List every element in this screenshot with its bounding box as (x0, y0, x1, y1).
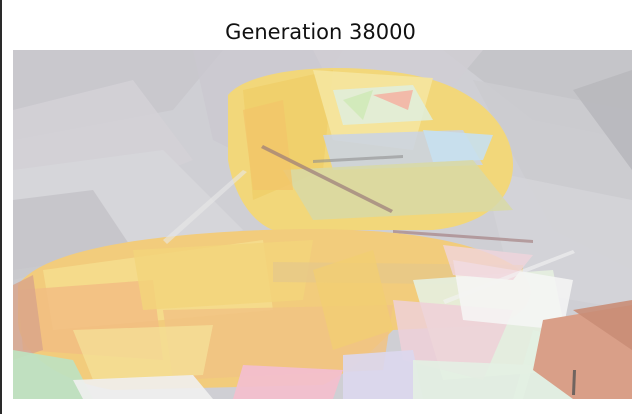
pink-shard (443, 245, 533, 280)
orange-shard (243, 100, 293, 190)
mint-shard (413, 360, 533, 399)
lavender-shard (343, 350, 423, 399)
gray-shard (573, 70, 632, 170)
pink-shard (373, 90, 413, 110)
yellow-shard (313, 250, 393, 350)
dark-streak (393, 230, 533, 243)
yellow-shard (133, 240, 313, 310)
figure-title: Generation 38000 (225, 20, 416, 44)
sage-shard (283, 160, 513, 220)
green-shard (343, 90, 373, 120)
green-shard (13, 350, 93, 399)
salmon-edge (13, 275, 43, 360)
light-streak (163, 170, 247, 244)
window-edge (0, 0, 2, 414)
white-shard (73, 375, 213, 399)
light-streak (443, 250, 575, 304)
light-blue-shard (423, 130, 493, 162)
light-yellow-shard (73, 325, 213, 380)
pink-shard (233, 365, 343, 399)
dark-streak (572, 370, 576, 395)
dark-streak (313, 155, 403, 163)
dark-streak (261, 145, 393, 213)
salmon-shard (573, 300, 632, 350)
evolved-image (13, 50, 632, 399)
